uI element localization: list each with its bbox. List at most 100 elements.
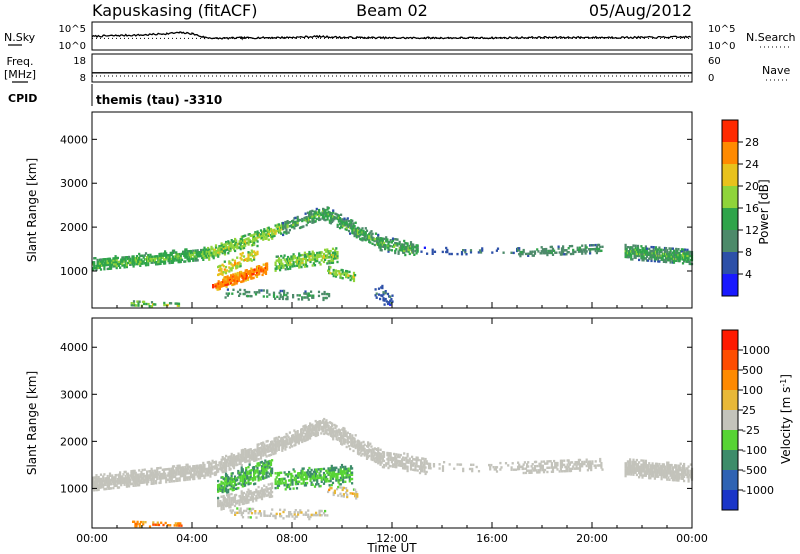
data-cell (173, 480, 176, 483)
data-cell (313, 485, 317, 488)
data-cell (414, 464, 417, 468)
data-cell (585, 458, 588, 461)
data-cell (143, 262, 146, 265)
data-cell (346, 440, 349, 443)
data-cell (322, 427, 325, 431)
data-cell (233, 261, 237, 264)
data-cell (312, 252, 315, 255)
data-cell (147, 480, 150, 484)
data-cell (657, 464, 660, 468)
data-cell (248, 463, 251, 466)
data-cell (161, 472, 164, 476)
data-cell (319, 474, 322, 477)
data-cell (369, 231, 372, 234)
data-cell (558, 470, 561, 473)
data-cell (263, 484, 266, 487)
data-cell (239, 494, 242, 498)
data-cell (560, 249, 564, 252)
data-cell (239, 288, 242, 292)
data-cell (307, 259, 310, 262)
data-cell (283, 258, 286, 261)
data-cell (266, 229, 269, 232)
freq-left-label: Freq. (6, 55, 33, 68)
data-cell (184, 474, 187, 477)
data-cell (363, 236, 366, 239)
data-cell (263, 271, 266, 274)
data-cell (217, 253, 220, 256)
data-cell (571, 244, 574, 248)
data-cell (265, 237, 268, 240)
data-cell (380, 457, 383, 460)
data-cell (134, 478, 137, 481)
data-cell (258, 476, 261, 479)
data-cell (311, 475, 314, 478)
data-cell (245, 276, 248, 280)
data-cell (178, 252, 181, 256)
data-cell (314, 220, 317, 223)
data-cell (283, 444, 286, 447)
data-cell (188, 257, 191, 261)
data-cell (292, 487, 295, 490)
data-cell (287, 221, 290, 224)
data-cell (271, 490, 274, 494)
data-cell (134, 259, 137, 262)
data-cell (223, 260, 226, 263)
data-cell (624, 243, 627, 247)
data-cell (360, 228, 363, 231)
data-cell (263, 269, 266, 272)
data-cell (446, 250, 449, 254)
data-cell (636, 246, 640, 250)
data-cell (396, 242, 399, 245)
data-cell (245, 466, 248, 470)
data-cell (590, 248, 593, 251)
data-cell (239, 264, 242, 268)
data-cell (328, 267, 331, 271)
data-cell (323, 292, 326, 296)
data-cell (269, 489, 273, 492)
data-cell (220, 242, 223, 245)
data-cell (625, 251, 628, 255)
data-cell (546, 470, 549, 474)
data-cell (202, 256, 205, 259)
data-cell (395, 244, 398, 247)
data-cell (275, 255, 278, 258)
data-cell (298, 258, 301, 261)
data-cell (193, 467, 196, 470)
data-cell (314, 214, 317, 217)
data-cell (582, 248, 585, 251)
data-cell (532, 469, 535, 472)
data-cell (383, 299, 386, 302)
data-cell (311, 423, 314, 426)
data-cell (126, 257, 130, 261)
data-cell (688, 250, 691, 254)
data-cell (263, 451, 266, 455)
data-cell (318, 428, 321, 432)
data-cell (351, 438, 354, 441)
data-cell (262, 234, 265, 237)
data-cell (350, 221, 353, 224)
data-cell (336, 487, 339, 491)
data-cell (171, 261, 175, 264)
data-cell (258, 235, 261, 238)
data-cell (241, 485, 244, 488)
data-cell (240, 457, 243, 461)
data-cell (624, 245, 627, 249)
data-cell (528, 252, 531, 255)
data-cell (379, 457, 382, 460)
data-cell (106, 261, 109, 265)
data-cell (231, 258, 234, 262)
data-cell (293, 429, 296, 432)
data-cell (222, 247, 225, 250)
data-cell (186, 478, 189, 481)
data-cell (318, 261, 321, 264)
data-cell (403, 458, 406, 462)
data-cell (274, 261, 277, 264)
data-cell (222, 507, 225, 510)
data-cell (147, 261, 150, 265)
data-cell (398, 455, 401, 459)
data-cell (197, 466, 200, 469)
data-cell (143, 481, 146, 484)
data-cell (645, 255, 649, 258)
data-cell (387, 242, 390, 245)
data-cell (241, 502, 244, 506)
